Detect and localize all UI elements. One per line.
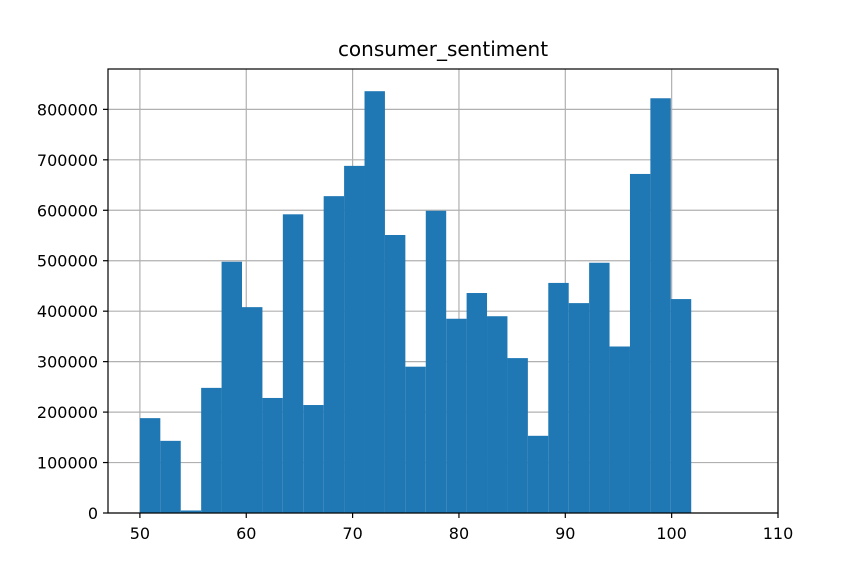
- chart-title: consumer_sentiment: [338, 37, 548, 61]
- histogram-bar: [262, 397, 283, 513]
- histogram-bar: [364, 91, 385, 513]
- histogram-bar: [405, 366, 426, 513]
- histogram-bar: [221, 261, 242, 513]
- histogram-bar: [282, 214, 304, 514]
- histogram-bar: [425, 210, 447, 513]
- histogram-bar: [344, 165, 365, 513]
- histogram-bar: [139, 418, 161, 513]
- x-tick-label: 70: [342, 524, 362, 543]
- x-tick-label: 80: [449, 524, 469, 543]
- histogram-bar: [629, 173, 651, 514]
- axes-frame: [107, 68, 779, 514]
- x-tick-label: 90: [555, 524, 575, 543]
- histogram-bar: [568, 303, 590, 513]
- histogram-bar: [507, 358, 528, 513]
- histogram-bar: [589, 262, 610, 513]
- y-tick-label: 0: [88, 504, 98, 523]
- plot-frame: [107, 68, 779, 514]
- histogram-bar: [548, 282, 569, 513]
- histogram-bar: [201, 387, 222, 513]
- y-tick-label: 500000: [37, 252, 98, 271]
- x-tick-label: 110: [763, 524, 794, 543]
- histogram-bar: [446, 318, 467, 513]
- histogram-bar: [609, 346, 630, 513]
- x-axis: 50 60 70 80 90 100 110: [130, 513, 794, 543]
- y-tick-label: 800000: [37, 100, 98, 119]
- histogram-bar: [160, 440, 181, 513]
- x-tick-label: 60: [236, 524, 256, 543]
- y-tick-label: 700000: [37, 151, 98, 170]
- y-tick-label: 600000: [37, 201, 98, 220]
- y-tick-label: 400000: [37, 302, 98, 321]
- y-tick-label: 200000: [37, 403, 98, 422]
- histogram-bar: [650, 98, 671, 513]
- histogram-bar: [180, 510, 202, 513]
- histogram-bar: [527, 435, 549, 513]
- histogram-bar: [487, 316, 508, 513]
- y-tick-label: 300000: [37, 353, 98, 372]
- x-tick-label: 50: [130, 524, 150, 543]
- histogram-bar: [384, 234, 406, 513]
- histogram-bars: [139, 91, 692, 514]
- histogram-bar: [670, 299, 692, 513]
- x-tick-label: 100: [656, 524, 687, 543]
- histogram-bar: [323, 196, 345, 514]
- histogram-bar: [242, 307, 263, 513]
- y-axis: 0 100000 200000 300000 400000 500000 600000 700…: [37, 100, 108, 523]
- y-tick-label: 100000: [37, 454, 98, 473]
- histogram-bar: [303, 405, 324, 513]
- histogram-bar: [466, 293, 488, 513]
